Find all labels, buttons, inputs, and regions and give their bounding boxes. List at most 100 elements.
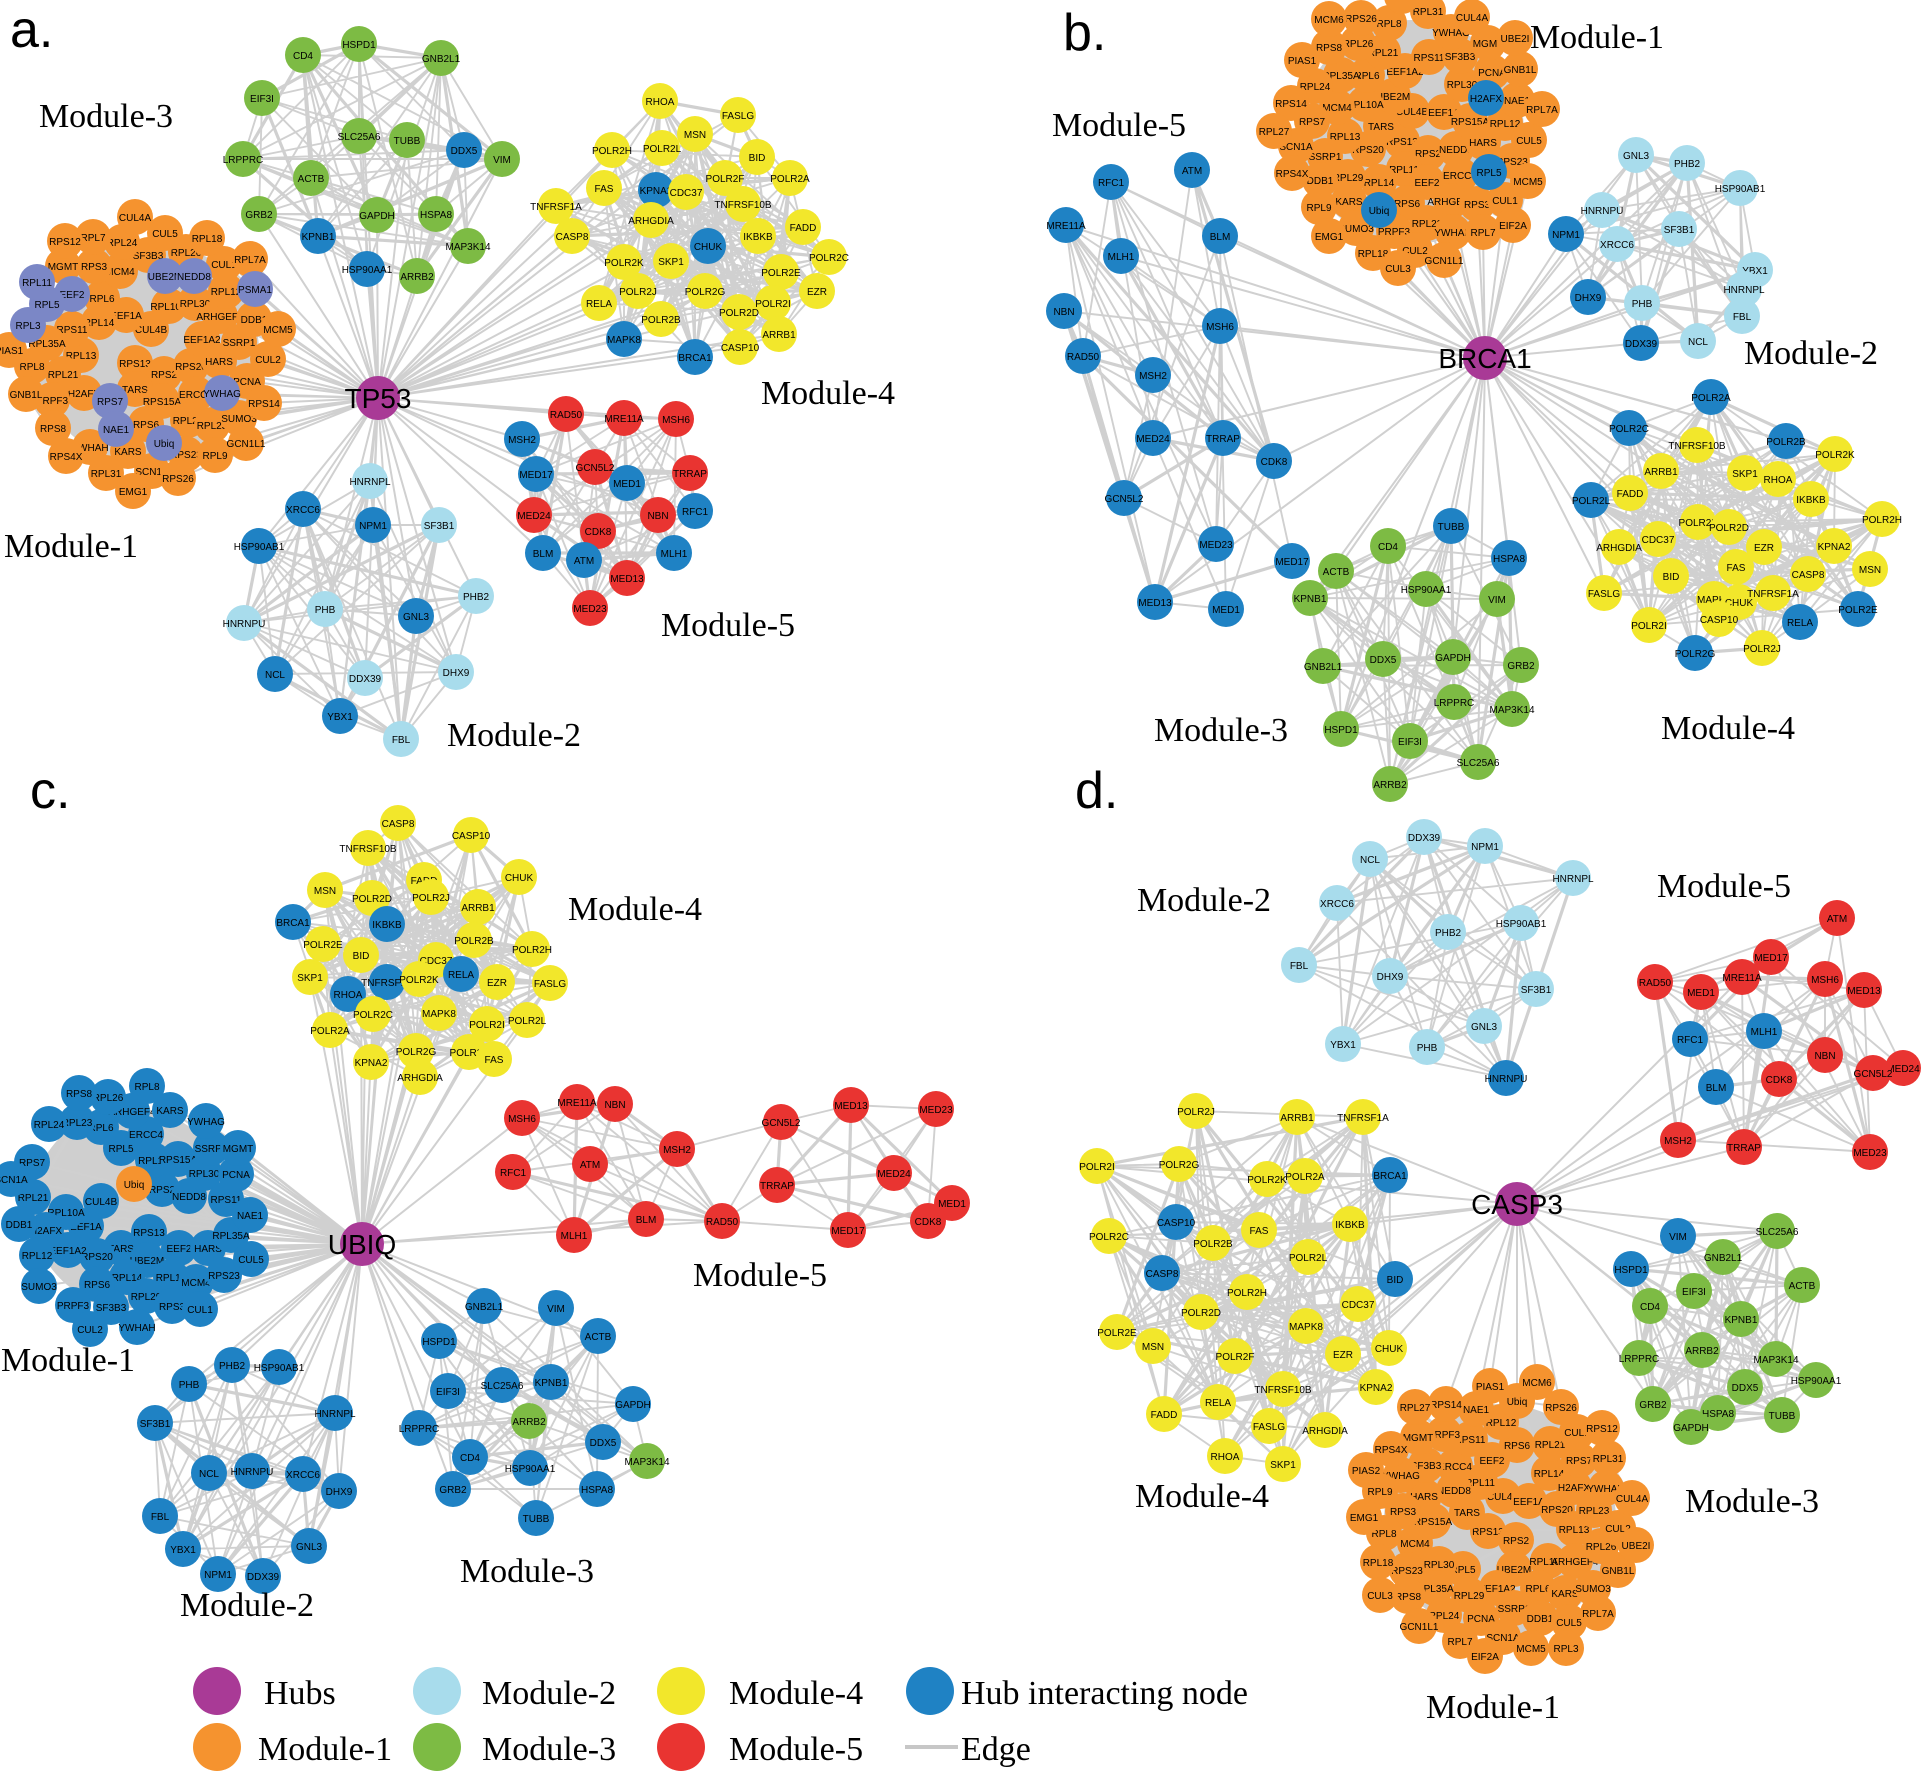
svg-text:Module-5: Module-5 xyxy=(1052,107,1186,144)
svg-text:KARS: KARS xyxy=(156,1106,184,1117)
svg-text:NCL: NCL xyxy=(1688,337,1708,348)
svg-text:KARS: KARS xyxy=(114,447,142,458)
svg-text:YBX1: YBX1 xyxy=(170,1545,196,1556)
svg-text:FADD: FADD xyxy=(790,223,817,234)
svg-text:SSRP1: SSRP1 xyxy=(223,338,256,349)
svg-text:RPL31: RPL31 xyxy=(1593,1454,1624,1465)
svg-text:RPS13: RPS13 xyxy=(1472,1527,1504,1538)
svg-text:RPS13: RPS13 xyxy=(133,1228,165,1239)
svg-text:GAPDH: GAPDH xyxy=(1435,653,1471,664)
svg-text:ERCC4: ERCC4 xyxy=(129,1130,163,1141)
svg-text:Module-2: Module-2 xyxy=(1744,335,1878,372)
svg-text:RPL6: RPL6 xyxy=(1525,1584,1550,1595)
svg-text:DDX39: DDX39 xyxy=(247,1572,280,1583)
svg-text:MED13: MED13 xyxy=(1138,598,1172,609)
svg-text:RPL8: RPL8 xyxy=(134,1082,159,1093)
svg-text:CDK8: CDK8 xyxy=(585,527,612,538)
svg-text:Module-4: Module-4 xyxy=(568,891,702,928)
svg-text:NCL: NCL xyxy=(199,1469,219,1480)
svg-text:GNL3: GNL3 xyxy=(1471,1022,1498,1033)
svg-text:GCN1L1: GCN1L1 xyxy=(227,439,266,450)
svg-text:Module-3: Module-3 xyxy=(39,98,173,135)
svg-text:MGMT: MGMT xyxy=(48,262,79,273)
svg-text:Hub interacting node: Hub interacting node xyxy=(961,1675,1248,1712)
svg-text:RPL12: RPL12 xyxy=(1490,119,1521,130)
svg-text:H2AFX: H2AFX xyxy=(1558,1483,1591,1494)
svg-text:MCM5: MCM5 xyxy=(1513,177,1543,188)
svg-text:MGMT: MGMT xyxy=(223,1144,254,1155)
svg-text:RPS23: RPS23 xyxy=(170,450,202,461)
svg-text:RPS4X: RPS4X xyxy=(50,452,83,463)
svg-text:RPL5: RPL5 xyxy=(1476,168,1501,179)
svg-text:RHOA: RHOA xyxy=(1764,475,1793,486)
svg-text:YBX1: YBX1 xyxy=(327,712,353,723)
svg-text:Module-4: Module-4 xyxy=(729,1675,863,1712)
svg-text:HARS: HARS xyxy=(1410,1492,1438,1503)
svg-text:RPS14: RPS14 xyxy=(248,399,280,410)
svg-text:GCN5L2: GCN5L2 xyxy=(1854,1069,1893,1080)
svg-text:RPL21: RPL21 xyxy=(1535,1440,1566,1451)
svg-text:HSP90AB1: HSP90AB1 xyxy=(1496,919,1547,930)
svg-text:CUL2: CUL2 xyxy=(1402,246,1428,257)
svg-text:POLR2J: POLR2J xyxy=(412,893,450,904)
svg-text:GCN1L1: GCN1L1 xyxy=(1425,256,1464,267)
svg-text:RFC1: RFC1 xyxy=(682,507,709,518)
svg-text:RPS7: RPS7 xyxy=(1299,117,1326,128)
svg-text:RPL5: RPL5 xyxy=(34,300,59,311)
svg-text:ARHGDIA: ARHGDIA xyxy=(1302,1426,1348,1437)
svg-text:RPS23: RPS23 xyxy=(208,1271,240,1282)
svg-text:EEF1A: EEF1A xyxy=(1513,1497,1545,1508)
svg-text:ACTB: ACTB xyxy=(585,1332,612,1343)
svg-text:POLR2K: POLR2K xyxy=(1815,450,1855,461)
svg-text:BLM: BLM xyxy=(1210,232,1231,243)
svg-text:MLH1: MLH1 xyxy=(1108,252,1135,263)
svg-text:RPS26: RPS26 xyxy=(162,474,194,485)
svg-text:MSN: MSN xyxy=(684,130,706,141)
svg-text:MSH2: MSH2 xyxy=(1664,1136,1692,1147)
svg-text:Module-4: Module-4 xyxy=(1661,710,1795,747)
svg-text:RPL11: RPL11 xyxy=(1465,1478,1495,1489)
svg-text:MED1: MED1 xyxy=(938,1199,966,1210)
svg-text:RPL13: RPL13 xyxy=(1330,132,1361,143)
svg-text:EZR: EZR xyxy=(1333,1350,1353,1361)
svg-text:RPL23: RPL23 xyxy=(62,1118,93,1129)
svg-text:RPL14: RPL14 xyxy=(84,318,115,329)
svg-text:HNRNPU: HNRNPU xyxy=(223,619,266,630)
svg-text:Module-3: Module-3 xyxy=(482,1731,616,1768)
svg-text:RPL23: RPL23 xyxy=(197,421,228,432)
svg-text:PHB2: PHB2 xyxy=(463,592,490,603)
svg-text:RHOA: RHOA xyxy=(1211,1452,1240,1463)
svg-text:NAE1: NAE1 xyxy=(237,1211,264,1222)
svg-text:CUL2: CUL2 xyxy=(77,1325,103,1336)
svg-text:POLR2I: POLR2I xyxy=(755,299,791,310)
svg-text:RPL7: RPL7 xyxy=(1447,1637,1472,1648)
svg-text:NPM1: NPM1 xyxy=(1471,842,1499,853)
svg-text:BLM: BLM xyxy=(533,549,554,560)
svg-text:RPL11: RPL11 xyxy=(1389,165,1419,176)
svg-text:CASP10: CASP10 xyxy=(452,831,491,842)
svg-text:RHOA: RHOA xyxy=(334,990,363,1001)
svg-text:MED24: MED24 xyxy=(1136,434,1170,445)
svg-text:EEF2: EEF2 xyxy=(59,290,84,301)
svg-text:TNFRSF1A: TNFRSF1A xyxy=(361,978,413,989)
svg-text:RPS23: RPS23 xyxy=(1496,157,1528,168)
svg-text:RPL6: RPL6 xyxy=(89,294,114,305)
svg-text:RPL10A: RPL10A xyxy=(1346,100,1384,111)
svg-text:HSPD1: HSPD1 xyxy=(342,40,376,51)
svg-text:Edge: Edge xyxy=(961,1731,1031,1768)
svg-text:RPS13: RPS13 xyxy=(1386,137,1418,148)
svg-text:DDB1: DDB1 xyxy=(241,315,268,326)
svg-text:d.: d. xyxy=(1075,762,1118,820)
svg-text:HNRNPU: HNRNPU xyxy=(231,1467,274,1478)
svg-text:RPL26: RPL26 xyxy=(1343,39,1374,50)
svg-text:EIF2A: EIF2A xyxy=(1499,221,1527,232)
svg-text:RPS15A: RPS15A xyxy=(1414,1517,1453,1528)
svg-text:BRCA1: BRCA1 xyxy=(1373,1171,1407,1182)
svg-text:MAPK8: MAPK8 xyxy=(1289,1322,1323,1333)
svg-text:DHX9: DHX9 xyxy=(1377,972,1404,983)
svg-text:CHUK: CHUK xyxy=(505,873,534,884)
svg-text:MSN: MSN xyxy=(314,886,336,897)
svg-text:FAS: FAS xyxy=(595,184,614,195)
svg-text:MCM6: MCM6 xyxy=(1522,1378,1552,1389)
svg-text:CASP8: CASP8 xyxy=(1146,1269,1179,1280)
